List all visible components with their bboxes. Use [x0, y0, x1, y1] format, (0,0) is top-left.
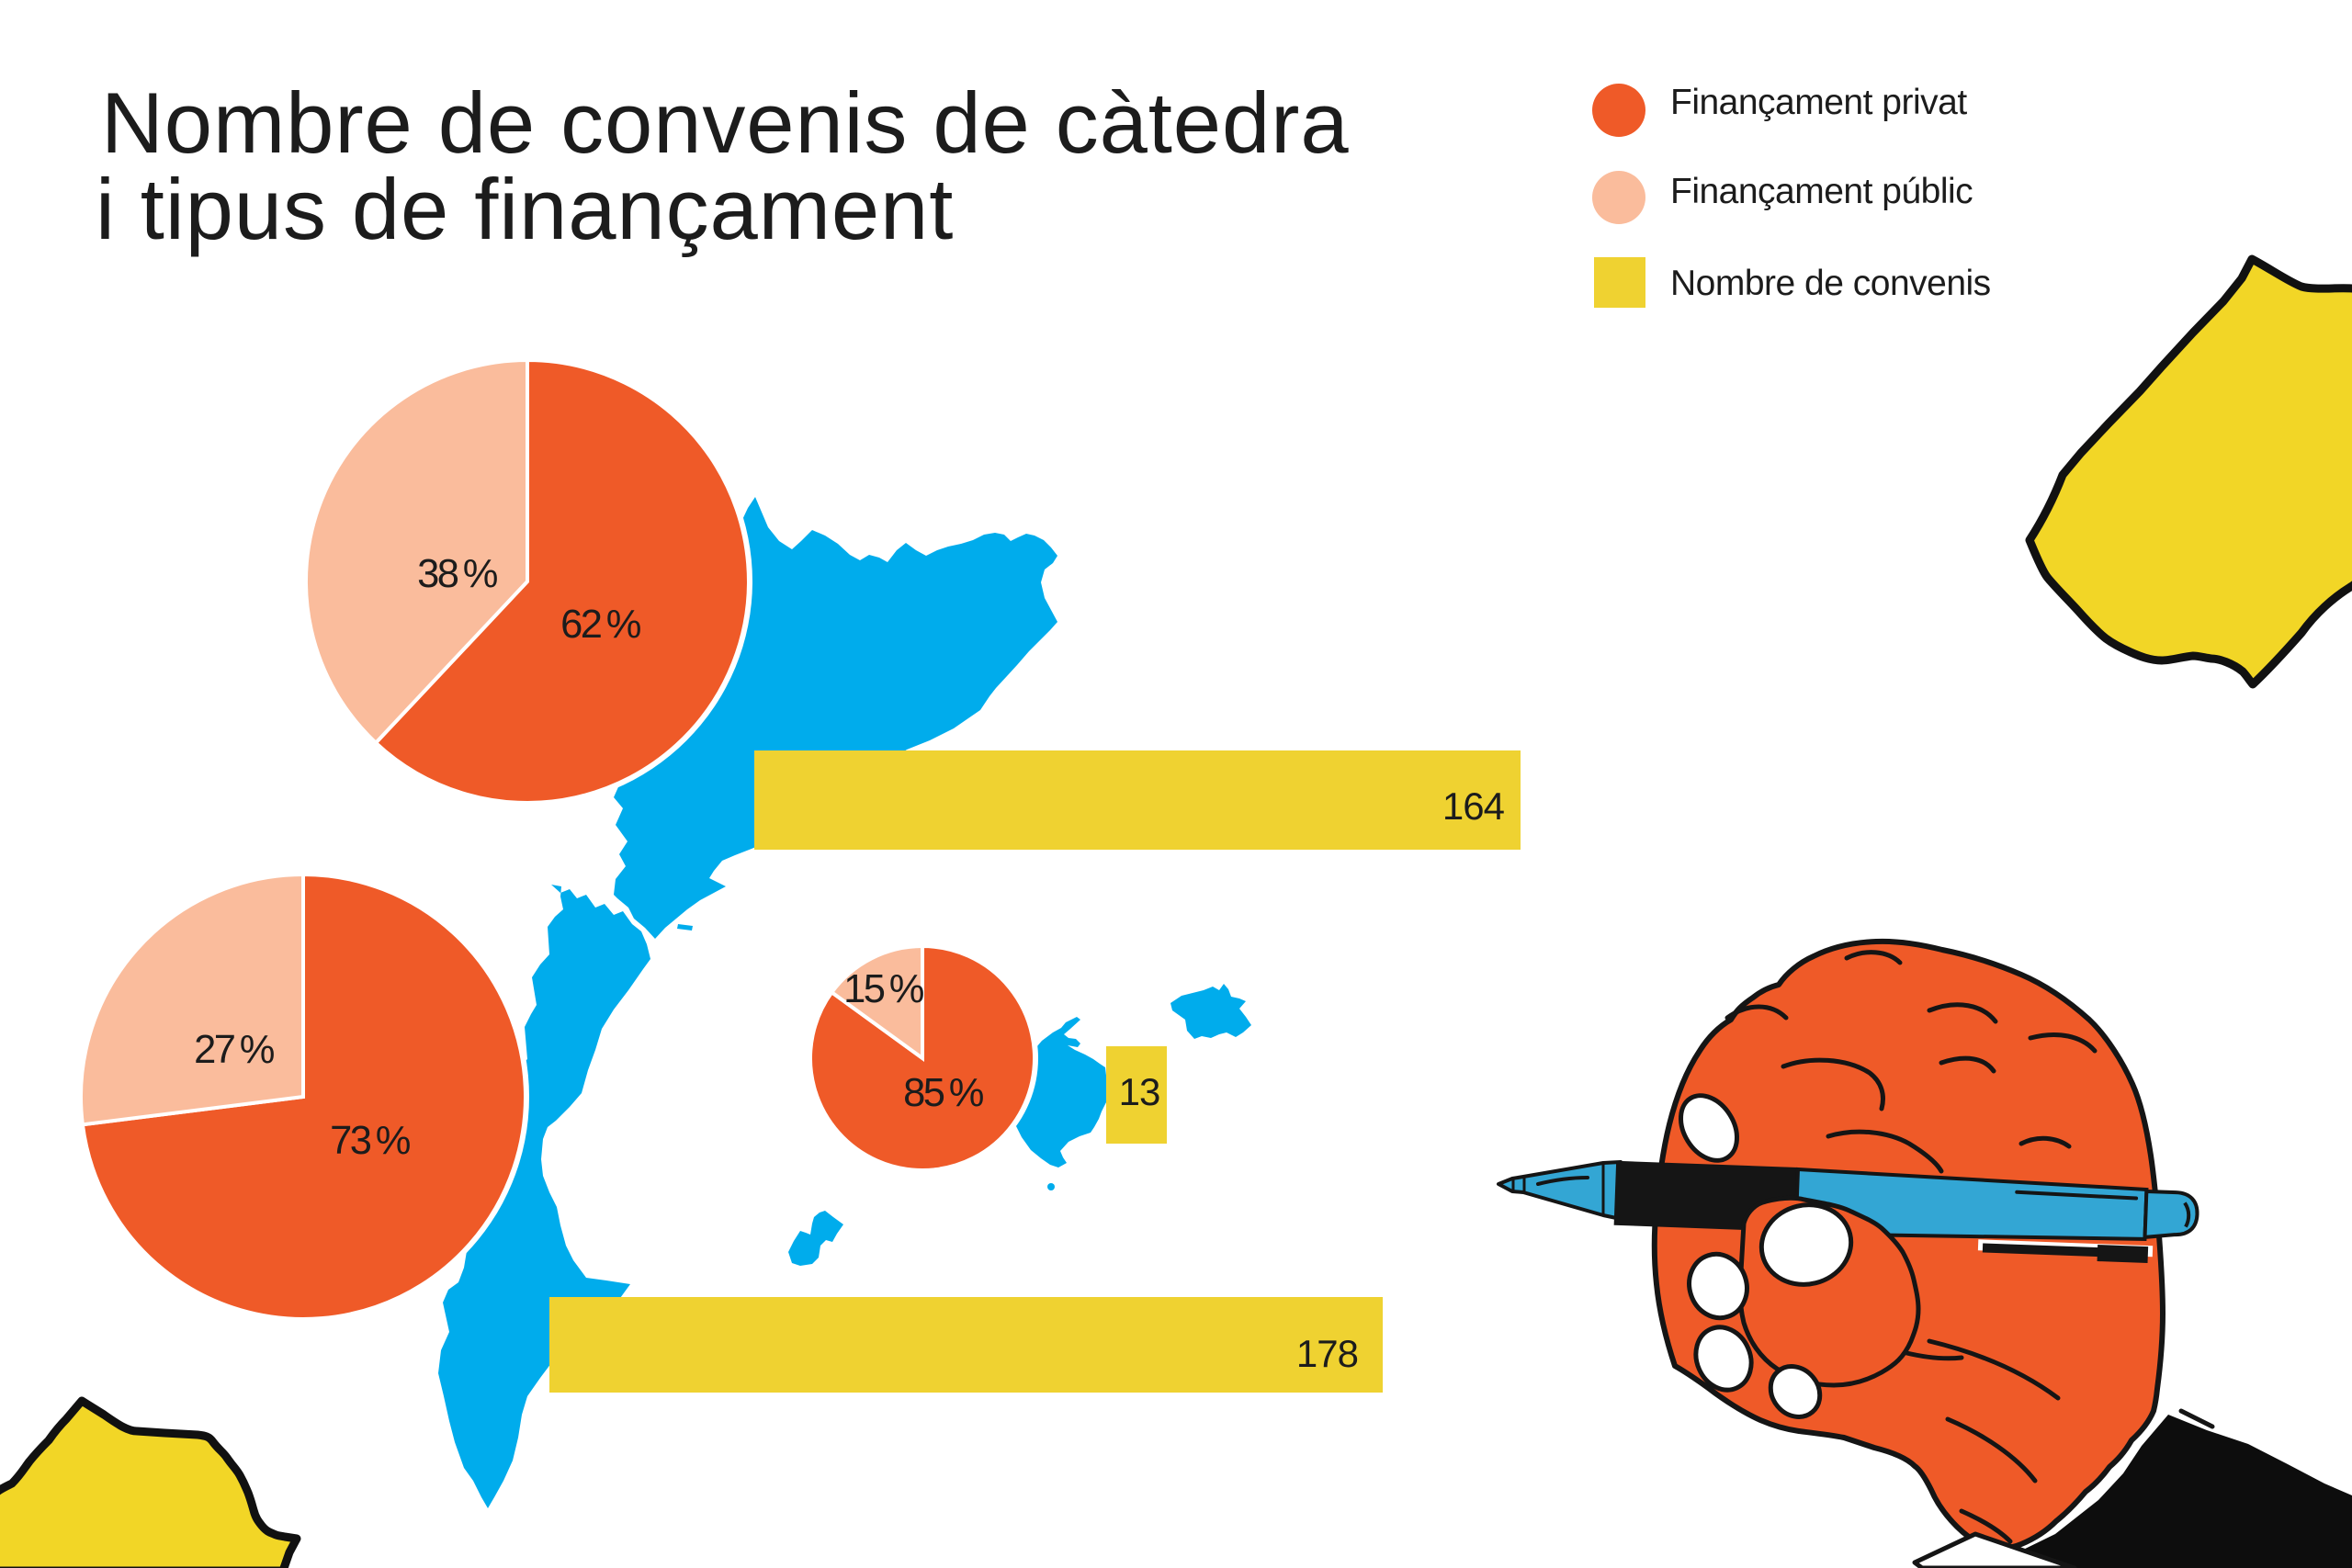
- svg-text:85 %: 85 %: [903, 1071, 984, 1115]
- svg-text:Nombre de convenis: Nombre de convenis: [1670, 264, 1991, 303]
- svg-text:38 %: 38 %: [417, 552, 498, 596]
- svg-text:Nombre de convenis de càtedra: Nombre de convenis de càtedra: [101, 74, 1350, 171]
- svg-text:27 %: 27 %: [194, 1028, 275, 1072]
- svg-text:13: 13: [1119, 1070, 1160, 1113]
- svg-text:Finançament privat: Finançament privat: [1670, 83, 1967, 122]
- svg-text:15 %: 15 %: [843, 967, 924, 1011]
- svg-text:178: 178: [1296, 1332, 1358, 1375]
- svg-text:164: 164: [1442, 784, 1505, 828]
- svg-text:62 %: 62 %: [560, 603, 641, 647]
- svg-text:i tipus de finançament: i tipus de finançament: [96, 161, 954, 257]
- svg-text:73 %: 73 %: [330, 1119, 411, 1163]
- svg-text:Finançament públic: Finançament públic: [1670, 172, 1973, 211]
